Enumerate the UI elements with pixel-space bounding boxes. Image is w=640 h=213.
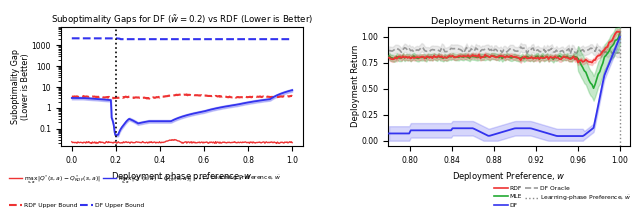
Y-axis label: Deployment Return: Deployment Return — [351, 45, 360, 127]
Legend: $\max_{s,a}|Q^*(s,a)-Q^*_{RDF}(s,a)|$, $\max_{s,a}|Q^*(s,a)-Q^*_{DF}(s,a)|$, Lea: $\max_{s,a}|Q^*(s,a)-Q^*_{RDF}(s,a)|$, $… — [6, 171, 284, 188]
X-axis label: Deployment phase preference, $w$: Deployment phase preference, $w$ — [111, 170, 253, 183]
Title: Deployment Returns in 2D-World: Deployment Returns in 2D-World — [431, 17, 587, 26]
Legend: RDF, MLE, DF, DF Oracle, Learning-phase Preference, $\tilde{w}$: RDF, MLE, DF, DF Oracle, Learning-phase … — [492, 184, 634, 210]
X-axis label: Deployment Preference, $w$: Deployment Preference, $w$ — [452, 170, 566, 183]
Title: Suboptimality Gaps for DF ($\tilde{w}=0.2$) vs RDF (Lower is Better): Suboptimality Gaps for DF ($\tilde{w}=0.… — [51, 13, 313, 27]
Legend: RDF Upper Bound, DF Upper Bound: RDF Upper Bound, DF Upper Bound — [6, 200, 147, 210]
Y-axis label: Suboptimality Gap
(Lower is Better): Suboptimality Gap (Lower is Better) — [11, 49, 30, 124]
